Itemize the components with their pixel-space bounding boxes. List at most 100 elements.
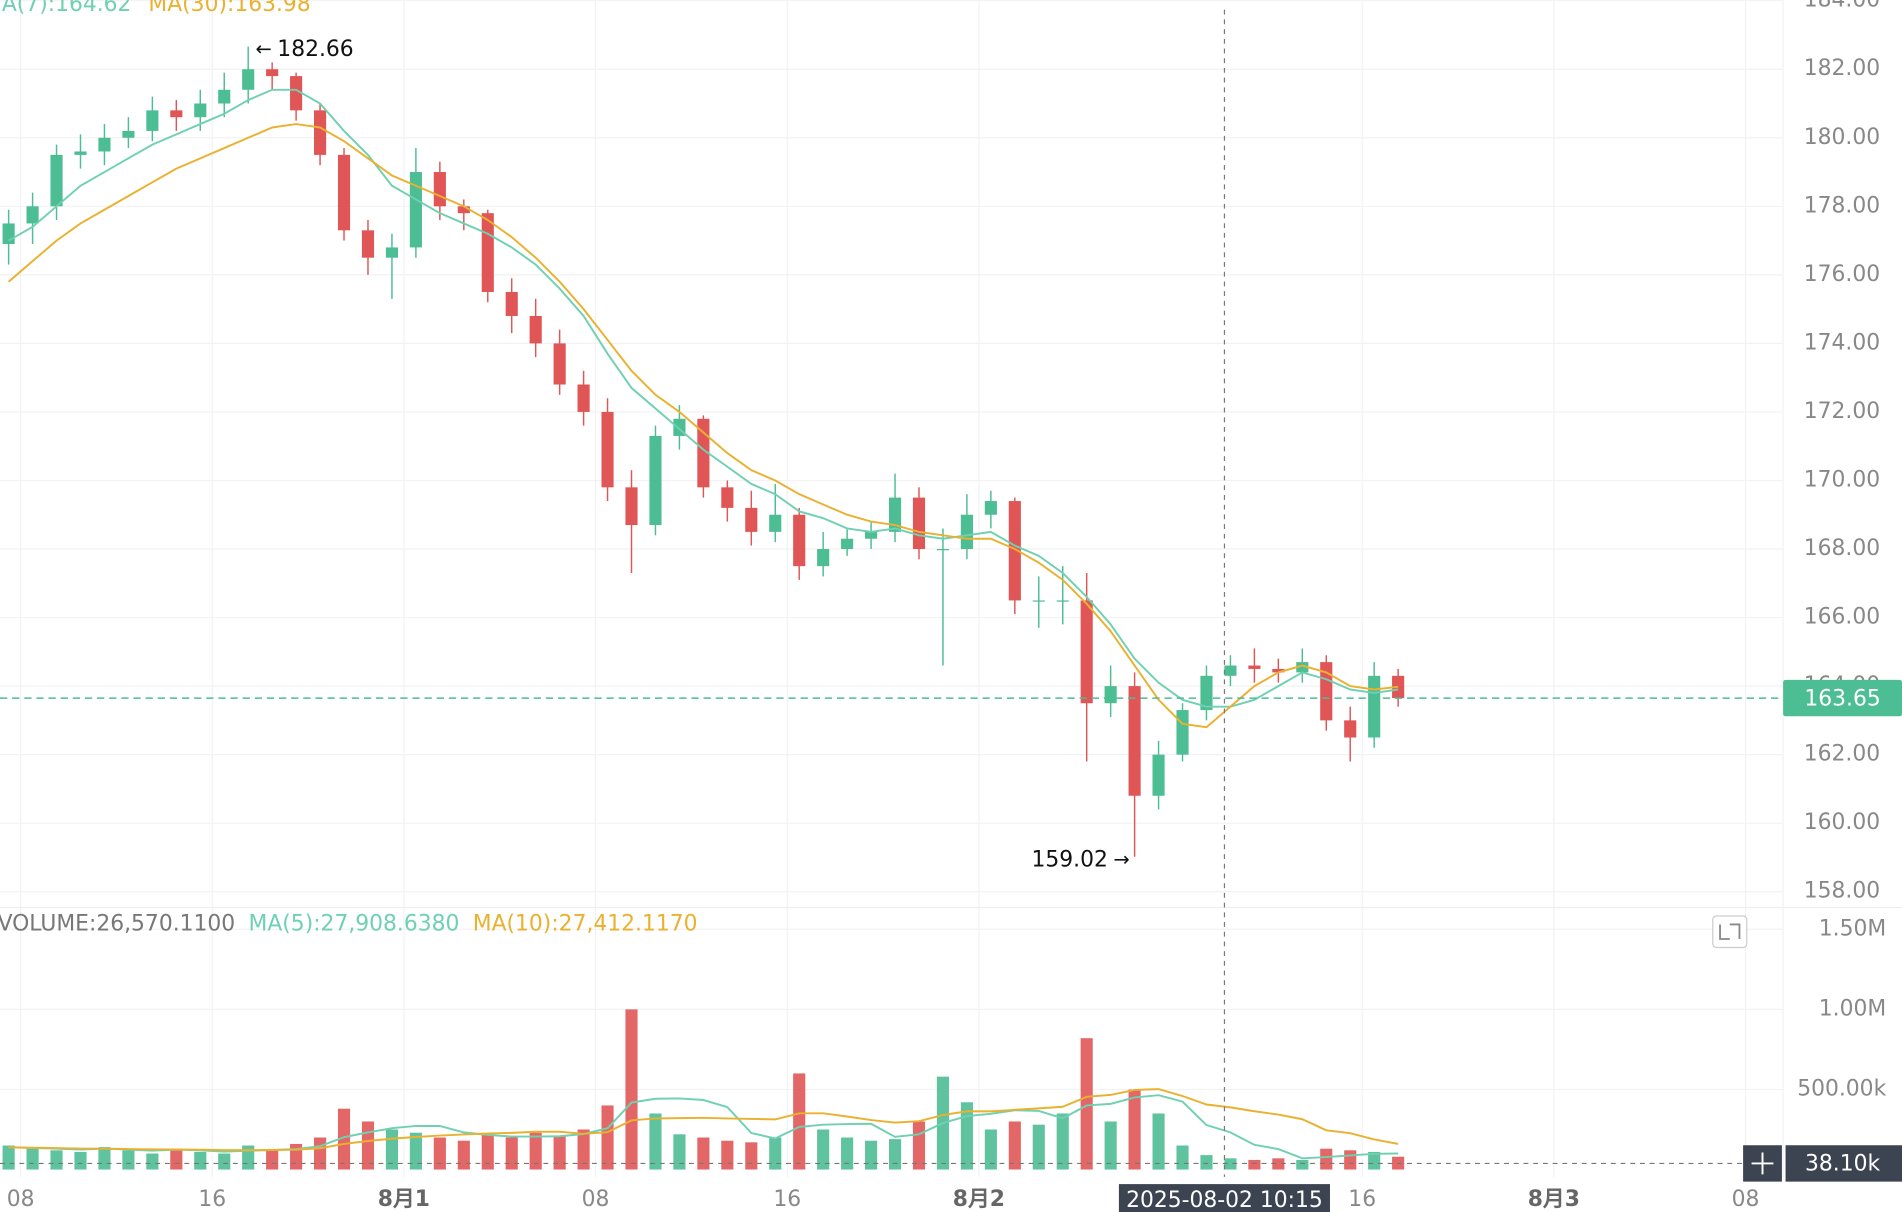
x-tick-label: 08 [1732, 1187, 1760, 1212]
last-price-box [1783, 679, 1902, 717]
candle-body [409, 172, 422, 248]
volume-bar [122, 1150, 135, 1170]
candle-body [1200, 675, 1213, 711]
volume-bar [1320, 1148, 1333, 1170]
volume-bar [1080, 1038, 1093, 1170]
candle-body [984, 501, 997, 515]
volume-bar [314, 1137, 327, 1170]
volume-bar [625, 1009, 638, 1170]
volume-bar [697, 1137, 710, 1170]
volume-bar [1032, 1124, 1045, 1170]
last-price-label: 163.65 [1804, 686, 1880, 711]
candle-body [601, 411, 614, 488]
volume-bar [74, 1151, 87, 1170]
volume-bar [98, 1147, 111, 1170]
volume-bar [1056, 1113, 1069, 1170]
volume-bar [793, 1073, 806, 1170]
y-tick-label: 170.00 [1804, 467, 1880, 492]
max-arrow: ← [255, 38, 271, 61]
crosshair-time-label: 2025-08-02 10:15 [1126, 1188, 1323, 1212]
expand-icon [1719, 923, 1741, 940]
ma-line [7, 123, 1399, 729]
candle-body [649, 435, 662, 526]
candle-body [1248, 665, 1261, 669]
volume-bar [841, 1137, 854, 1170]
candle-body [146, 110, 159, 131]
volume-bar [529, 1132, 542, 1170]
x-tick-label: 16 [773, 1187, 801, 1212]
y-tick-label: 160.00 [1804, 810, 1880, 835]
y-tick-label: 162.00 [1804, 742, 1880, 767]
candle-body [1032, 600, 1045, 602]
candle-body [841, 538, 854, 550]
volume-bar [1344, 1150, 1357, 1170]
volume-bar [960, 1102, 973, 1170]
legend-entry: MA(30):163.98 [148, 0, 310, 17]
legend-entry: MA(5):27,908.6380 [249, 911, 460, 936]
min-arrow: → [1114, 848, 1130, 871]
volume-bar [1248, 1159, 1261, 1170]
volume-bar [1224, 1158, 1237, 1170]
candle-body [2, 223, 15, 245]
expand-button[interactable] [1712, 915, 1748, 949]
x-tick-label: 08 [582, 1187, 610, 1212]
candle-body [553, 343, 566, 385]
legend-entry: MA(7):164.62 [0, 0, 131, 17]
candle-body [361, 230, 375, 258]
volume-bar [817, 1129, 830, 1170]
volume-bar [912, 1121, 926, 1170]
volume-bar [337, 1108, 351, 1170]
volume-bar [1272, 1158, 1285, 1170]
candle-body [170, 110, 183, 118]
volume-bar [553, 1135, 566, 1170]
candle-body [865, 531, 878, 539]
max-label: 182.66 [277, 37, 353, 62]
candle-body [960, 514, 973, 550]
candle-body [1152, 754, 1165, 796]
y-tick-label: 178.00 [1804, 193, 1880, 218]
volume-bar [146, 1153, 159, 1170]
candle-body [529, 315, 542, 344]
volume-bar [1128, 1089, 1141, 1170]
candle-body [50, 154, 63, 207]
volume-bar [266, 1150, 279, 1170]
y-tick-label: 158.00 [1804, 879, 1880, 904]
candle-body [936, 549, 950, 551]
legend-entry: MA(10):27,412.1170 [473, 911, 698, 936]
y-tick-label: 184.00 [1804, 0, 1880, 13]
candle-body [457, 206, 470, 214]
volume-bar [1200, 1155, 1213, 1170]
add-icon [1751, 1152, 1774, 1175]
candle-body [721, 487, 734, 508]
candle-body [1056, 600, 1069, 602]
crosshair-volume-label: 38.10k [1805, 1152, 1880, 1177]
volume-bar [1152, 1113, 1165, 1170]
volume-bar [50, 1150, 63, 1170]
y-tick-label: 166.00 [1804, 605, 1880, 630]
candle-body [242, 69, 255, 90]
candle-body [74, 151, 87, 155]
candle-body [625, 487, 638, 526]
candle-body [577, 384, 590, 412]
min-label: 159.02 [1032, 847, 1108, 872]
y-tick-label: 172.00 [1804, 399, 1880, 424]
x-tick-label: 16 [1348, 1187, 1376, 1212]
candle-body [266, 69, 279, 77]
candle-body [1176, 710, 1189, 755]
volume-bar [361, 1121, 375, 1170]
volume-bar [865, 1140, 878, 1170]
x-tick-label: 8月1 [378, 1187, 430, 1212]
candle-body [1128, 686, 1141, 796]
volume-bar [170, 1148, 183, 1170]
volume-bar [673, 1134, 686, 1170]
volume-legend: VOLUME:26,570.1100 [0, 911, 235, 936]
volume-tick-label: 1.50M [1819, 916, 1886, 941]
volume-tick-label: 500.00k [1797, 1076, 1886, 1101]
volume-bar [26, 1148, 39, 1170]
volume-bar [1008, 1121, 1021, 1170]
x-tick-label: 8月3 [1528, 1187, 1580, 1212]
candle-body [1104, 686, 1117, 704]
